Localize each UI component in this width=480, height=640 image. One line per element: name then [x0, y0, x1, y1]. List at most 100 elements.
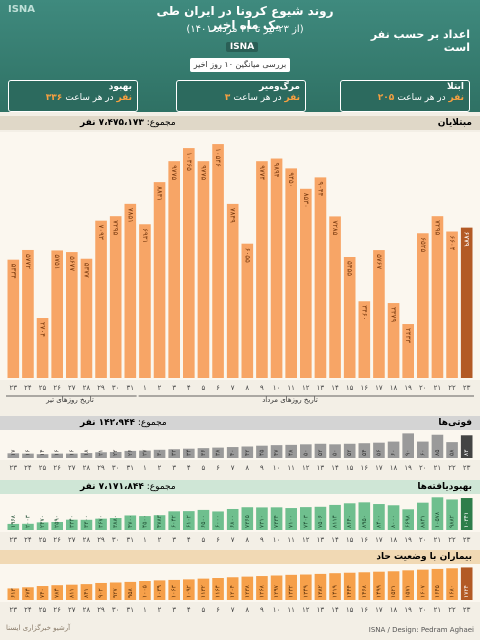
recovered-tick-label: ۶	[216, 536, 220, 544]
deaths-bar	[153, 449, 166, 458]
infected-value-label: ۸۵۳۰	[302, 193, 310, 208]
recovered-value-label: ۸۱۱۴	[332, 515, 339, 528]
critical-tick-label: ۱	[143, 606, 147, 614]
critical-tick-label: ۸	[245, 606, 249, 614]
deaths-bar	[139, 450, 151, 458]
infected-value-label: ۷۲۸۵	[331, 220, 339, 235]
deaths-tick-label: ۱	[143, 464, 147, 472]
critical-tick-label: ۷	[231, 606, 235, 614]
critical-tick-label: ۱۱	[287, 606, 295, 614]
deaths-bar	[314, 443, 327, 458]
infected-value-label: ۵۷۶۷	[375, 254, 383, 269]
infected-title: مبتلایان	[437, 118, 472, 128]
deaths-tick-label: ۲۴	[24, 464, 32, 472]
deaths-bar	[343, 443, 356, 458]
critical-value-label: ۱۵۲۱	[390, 585, 397, 598]
recovered-value-label: ۷۳۱۰	[258, 515, 265, 528]
infected-tick-label: ۲۴	[24, 384, 32, 392]
recovered-tick-label: ۱۸	[390, 536, 398, 544]
recovered-value-label: ۲۰۰۳	[24, 514, 31, 528]
deaths-value-label: ۱۶	[54, 450, 61, 456]
infected-bar	[431, 216, 444, 378]
infected-tick-label: ۱۷	[375, 384, 383, 392]
critical-bar	[431, 568, 444, 600]
infected-bar	[241, 243, 254, 378]
deaths-bar	[95, 452, 107, 458]
critical-bar	[51, 585, 63, 600]
infected-bar	[387, 303, 400, 378]
summary-infected-suffix: در هر ساعت	[397, 93, 446, 103]
recovered-bar	[285, 508, 297, 530]
recovered-tick-label: ۳۱	[127, 536, 135, 544]
infected-value-label: ۹۷۷۵	[199, 165, 207, 180]
recovered-bar	[226, 508, 239, 530]
recovered-value-label: ۷۴۰۳	[302, 514, 309, 528]
infected-value-label: ۲۴۳۳	[404, 328, 412, 343]
deaths-tick-label: ۲۹	[97, 464, 105, 472]
recovered-value-label: ۴۷۸۳	[156, 514, 163, 528]
infected-bar	[124, 203, 137, 378]
recovered-title: بهبودیافته‌ها	[417, 482, 472, 492]
infected-value-label: ۱۰۳۶۵	[185, 152, 193, 171]
deaths-bar	[36, 454, 49, 458]
critical-value-label: ۷۸۴	[54, 588, 61, 598]
critical-tick-label: ۳	[172, 606, 176, 614]
header: ISNA روند شیوع کرونا در ایران طی یک ماه …	[0, 0, 480, 112]
infected-tick-label: ۲۹	[97, 384, 105, 392]
critical-value-label: ۸۱۱	[68, 588, 75, 598]
deaths-tick-label: ۱۳	[317, 464, 325, 472]
critical-tick-label: ۲۵	[39, 606, 47, 614]
recovered-value-label: ۶۶۹۸	[405, 514, 412, 528]
infected-bar	[22, 249, 34, 378]
recovered-value-label: ۸۴۰۰	[375, 515, 382, 528]
critical-tick-label: ۱۹	[404, 606, 412, 614]
deaths-value-label: ۱۸	[83, 449, 90, 456]
deaths-tick-label: ۸	[245, 464, 249, 472]
critical-tick-label: ۱۰	[273, 606, 281, 614]
critical-bar	[446, 568, 458, 600]
critical-tick-label: ۱۳	[317, 606, 325, 614]
deaths-bar	[22, 453, 34, 458]
recovered-bar	[387, 505, 400, 530]
critical-value-label: ۱۱۳۲	[200, 585, 207, 598]
recovered-tick-label: ۲۷	[68, 536, 76, 544]
infected-bar	[197, 161, 210, 378]
deaths-tick-label: ۵	[202, 464, 206, 472]
critical-value-label: ۷۴۰	[39, 588, 46, 598]
recovered-value-label: ۳۸۸۰	[112, 515, 119, 528]
deaths-tick-label: ۶	[216, 464, 220, 472]
critical-tick-label: ۲۹	[97, 606, 105, 614]
page-subtitle: (از ۲۳ تیر تا ۲۳ مرداد ۱۴۰۱)	[186, 24, 304, 35]
infected-value-label: ۵۳۳۴	[9, 264, 17, 279]
summary-deaths: مرگ‌ومیر ۳ نفر در هر ساعت	[176, 80, 306, 112]
recovered-bar	[183, 511, 195, 530]
recovered-bar	[431, 497, 444, 530]
critical-tick-label: ۲۰	[419, 606, 427, 614]
deaths-bar	[387, 441, 400, 458]
critical-bar	[329, 573, 341, 600]
deaths-bar	[109, 451, 122, 458]
recovered-bar	[124, 515, 137, 530]
critical-tick-label: ۱۶	[361, 606, 369, 614]
critical-value-label: ۱۲۰۴	[229, 585, 236, 598]
infected-tick-label: ۲۳	[10, 384, 18, 392]
infected-tick-label: ۱۲	[302, 384, 310, 392]
critical-tick-label: ۳۰	[112, 606, 120, 614]
infected-bar	[343, 256, 356, 378]
critical-value-label: ۱۲۳۸	[244, 584, 251, 598]
infected-tick-label: ۲۸	[83, 384, 91, 392]
recovered-bar	[51, 521, 63, 530]
deaths-bar	[402, 433, 414, 458]
recovered-tick-label: ۱۲	[302, 536, 310, 544]
recovered-value-label: ۳۳۴۰	[68, 515, 75, 528]
infected-tick-label: ۱۳	[317, 384, 325, 392]
infected-value-label: ۵۴۵۵	[346, 261, 354, 276]
deaths-bar	[183, 448, 195, 458]
recovered-bar	[343, 503, 356, 530]
deaths-bar	[270, 445, 283, 458]
infected-bar	[402, 324, 414, 378]
recovered-bar	[139, 516, 151, 530]
recovered-value-label: ۱۰۵۷۸	[434, 511, 441, 528]
summary-deaths-suffix: در هر ساعت	[233, 93, 282, 103]
critical-tick-label: ۱۸	[390, 606, 398, 614]
